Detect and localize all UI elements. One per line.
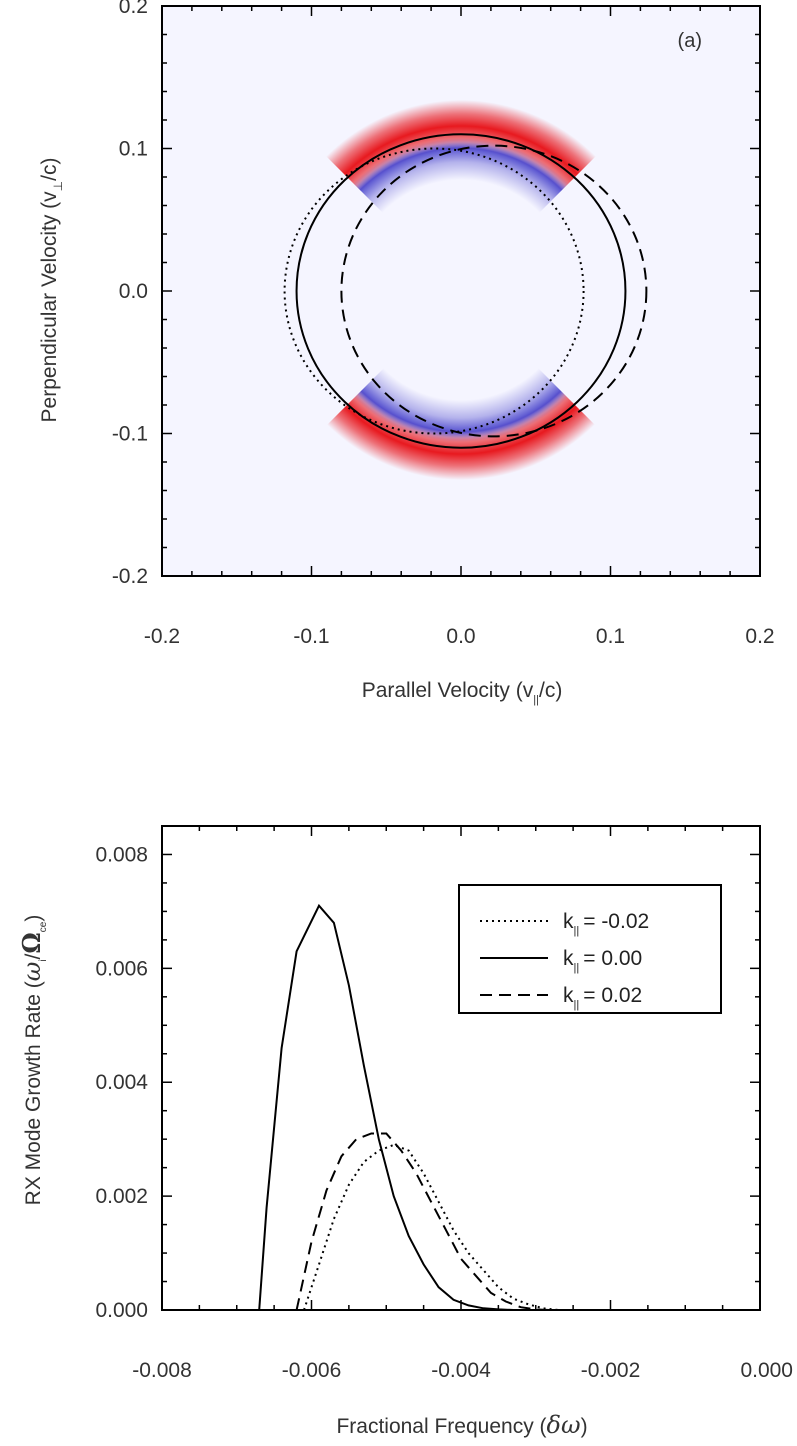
legend-label: k|| = 0.02 (563, 984, 642, 1011)
x-tick-label: 0.2 (745, 625, 774, 648)
x-tick-label: -0.006 (282, 1359, 342, 1382)
legend-label: k|| = 0.00 (563, 947, 642, 974)
x-tick-label: -0.2 (144, 625, 180, 648)
negative-lobe-lower (319, 291, 603, 491)
x-tick-label: -0.1 (293, 625, 329, 648)
series-line-dashed (295, 1132, 566, 1310)
negative-lobe-upper (319, 90, 603, 291)
x-tick-label: 0.000 (740, 1359, 793, 1382)
y-tick-label: 0.008 (95, 843, 148, 866)
y-axis-title: Perpendicular Velocity (v⊥/c) (38, 158, 65, 423)
resonance-curve-solid (295, 133, 627, 449)
y-tick-label: 0.002 (95, 1185, 148, 1208)
legend-label: k|| = -0.02 (563, 910, 649, 937)
x-tick-label: 0.0 (446, 625, 475, 648)
y-axis-title-lines: RX Mode Growth Rate (ωi/Ωce) (17, 915, 49, 1206)
panel-label: (a) (678, 30, 702, 52)
x-tick-label: -0.008 (132, 1359, 192, 1382)
x-tick-label: 0.1 (596, 625, 625, 648)
x-axis-title: Parallel Velocity (v||/c) (362, 679, 563, 706)
series-line-dotted (303, 1143, 603, 1310)
y-tick-label: 0.0 (119, 280, 148, 303)
x-tick-label: -0.004 (431, 1359, 491, 1382)
y-tick-label: -0.1 (112, 423, 148, 446)
legend: k|| = -0.02 k|| = 0.00 k|| = 0.02 (458, 884, 722, 1014)
heatmap-panel: -0.2 -0.1 0.0 0.1 0.2 -0.2 -0.1 0.0 0.1 0.2 (a) P… (38, 0, 775, 706)
resonance-curve-dotted (283, 147, 585, 435)
y-tick-label: 0.004 (95, 1071, 148, 1094)
y-tick-label: 0.2 (119, 0, 148, 18)
x-axis-title-lines: Fractional Frequency (δω) (336, 1411, 587, 1439)
y-tick-label: 0.006 (95, 957, 148, 980)
x-tick-label: -0.002 (581, 1359, 641, 1382)
y-tick-label: 0.1 (119, 138, 148, 161)
y-tick-label: -0.2 (112, 565, 148, 588)
line-panel: -0.008 -0.006 -0.004 -0.002 0.000 0.000 0.002 0… (17, 825, 793, 1439)
y-tick-label: 0.000 (95, 1299, 148, 1322)
resonance-curve-dashed (340, 144, 648, 438)
legend-box (458, 884, 722, 1014)
